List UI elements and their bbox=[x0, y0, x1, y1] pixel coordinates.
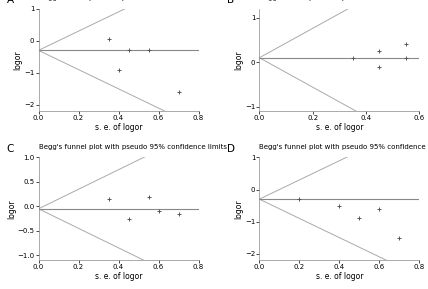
Text: Begg's funnel plot with pseudo 95% confidence limits: Begg's funnel plot with pseudo 95% confi… bbox=[39, 144, 226, 150]
Y-axis label: logor: logor bbox=[235, 50, 244, 70]
X-axis label: s. e. of logor: s. e. of logor bbox=[95, 123, 142, 132]
Text: D: D bbox=[227, 144, 235, 154]
Text: Begg's funnel plot with pseudo 95% confidence limits: Begg's funnel plot with pseudo 95% confi… bbox=[39, 0, 226, 1]
X-axis label: s. e. of logor: s. e. of logor bbox=[316, 123, 363, 132]
Text: Begg's funnel plot with pseudo 95% confidence limits: Begg's funnel plot with pseudo 95% confi… bbox=[259, 144, 428, 150]
Y-axis label: logor: logor bbox=[7, 199, 16, 218]
Y-axis label: logor: logor bbox=[235, 199, 244, 218]
X-axis label: s. e. of logor: s. e. of logor bbox=[95, 272, 142, 281]
Text: C: C bbox=[6, 144, 14, 154]
Text: B: B bbox=[227, 0, 235, 5]
Text: A: A bbox=[6, 0, 14, 5]
Text: Begg's funnel plot with pseudo 95% confidence limits: Begg's funnel plot with pseudo 95% confi… bbox=[259, 0, 428, 1]
X-axis label: s. e. of logor: s. e. of logor bbox=[316, 272, 363, 281]
Y-axis label: logor: logor bbox=[14, 50, 23, 70]
